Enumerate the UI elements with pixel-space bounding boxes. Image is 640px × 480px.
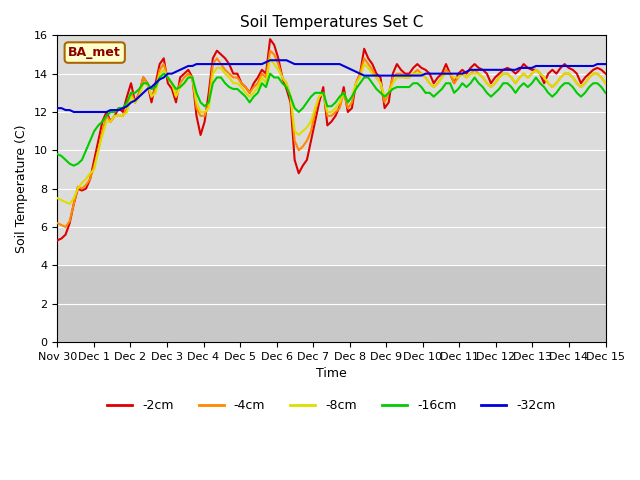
Y-axis label: Soil Temperature (C): Soil Temperature (C) (15, 124, 28, 253)
Bar (58, 265, 605, 342)
X-axis label: Time: Time (316, 367, 347, 380)
Legend: -2cm, -4cm, -8cm, -16cm, -32cm: -2cm, -4cm, -8cm, -16cm, -32cm (102, 394, 561, 417)
Text: BA_met: BA_met (68, 46, 121, 59)
Title: Soil Temperatures Set C: Soil Temperatures Set C (240, 15, 423, 30)
